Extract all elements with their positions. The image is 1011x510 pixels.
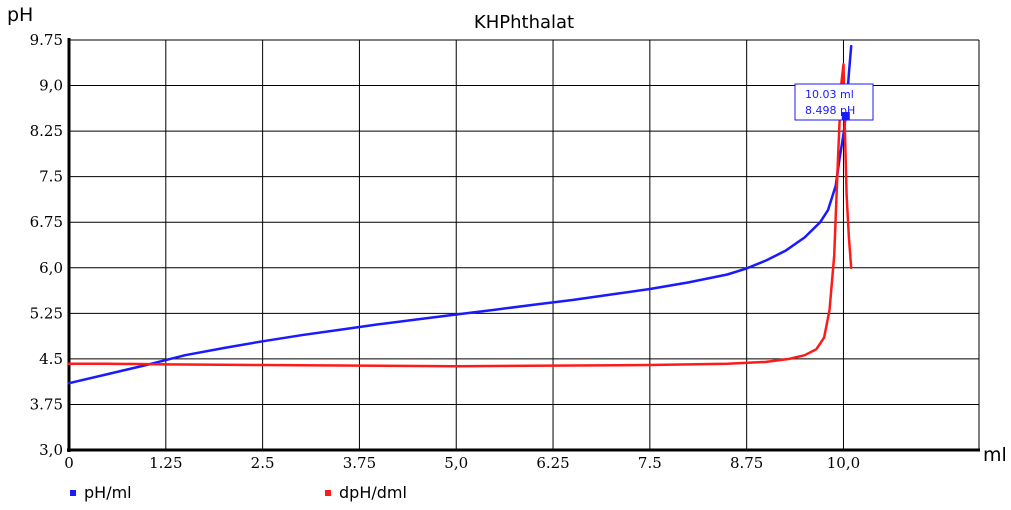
x-tick-label: 5,0: [444, 454, 468, 472]
legend-swatch: [325, 490, 331, 496]
tooltip-box: [794, 83, 874, 121]
x-tick-label: 8.75: [730, 454, 763, 472]
x-tick-label: 10,0: [827, 454, 860, 472]
legend-swatch: [70, 490, 76, 496]
y-tick-label: 7.5: [39, 168, 63, 186]
y-tick-label: 6.75: [30, 213, 63, 231]
value-tooltip: 10.03 ml8.498 pH: [794, 83, 874, 121]
x-tick-label: 1.25: [149, 454, 182, 472]
x-tick-label: 2.5: [251, 454, 275, 472]
legend-label: pH/ml: [84, 483, 132, 502]
y-tick-label: 6,0: [39, 259, 63, 277]
legend-label: dpH/dml: [339, 483, 407, 502]
y-tick-label: 9,0: [39, 77, 63, 95]
chart-title: KHPhthalat: [474, 12, 574, 33]
y-tick-label: 3,0: [39, 441, 63, 459]
x-tick-label: 3.75: [343, 454, 376, 472]
tooltip-marker: [841, 112, 850, 121]
y-tick-label: 5.25: [30, 304, 63, 322]
tooltip-volume: 10.03 ml: [805, 88, 854, 101]
y-tick-label: 4.5: [39, 350, 63, 368]
x-tick-label: 0: [64, 454, 74, 472]
grid-lines: [69, 39, 980, 450]
y-axis-label: pH: [7, 4, 33, 26]
y-tick-label: 3.75: [30, 395, 63, 413]
y-tick-label: 8.25: [30, 122, 63, 140]
x-tick-label: 7.5: [638, 454, 662, 472]
legend: pH/ml dpH/dml: [70, 483, 407, 502]
x-tick-label: 6.25: [536, 454, 569, 472]
y-tick-labels: 3,0 3.75 4.5 5.25 6,0 6.75 7.5 8.25 9,0 9.75: [30, 31, 63, 459]
x-tick-labels: 0 1.25 2.5 3.75 5,0 6.25 7.5 8.75 10,0: [64, 454, 860, 472]
y-tick-label: 9.75: [30, 31, 63, 49]
x-axis-label: ml: [983, 444, 1007, 466]
